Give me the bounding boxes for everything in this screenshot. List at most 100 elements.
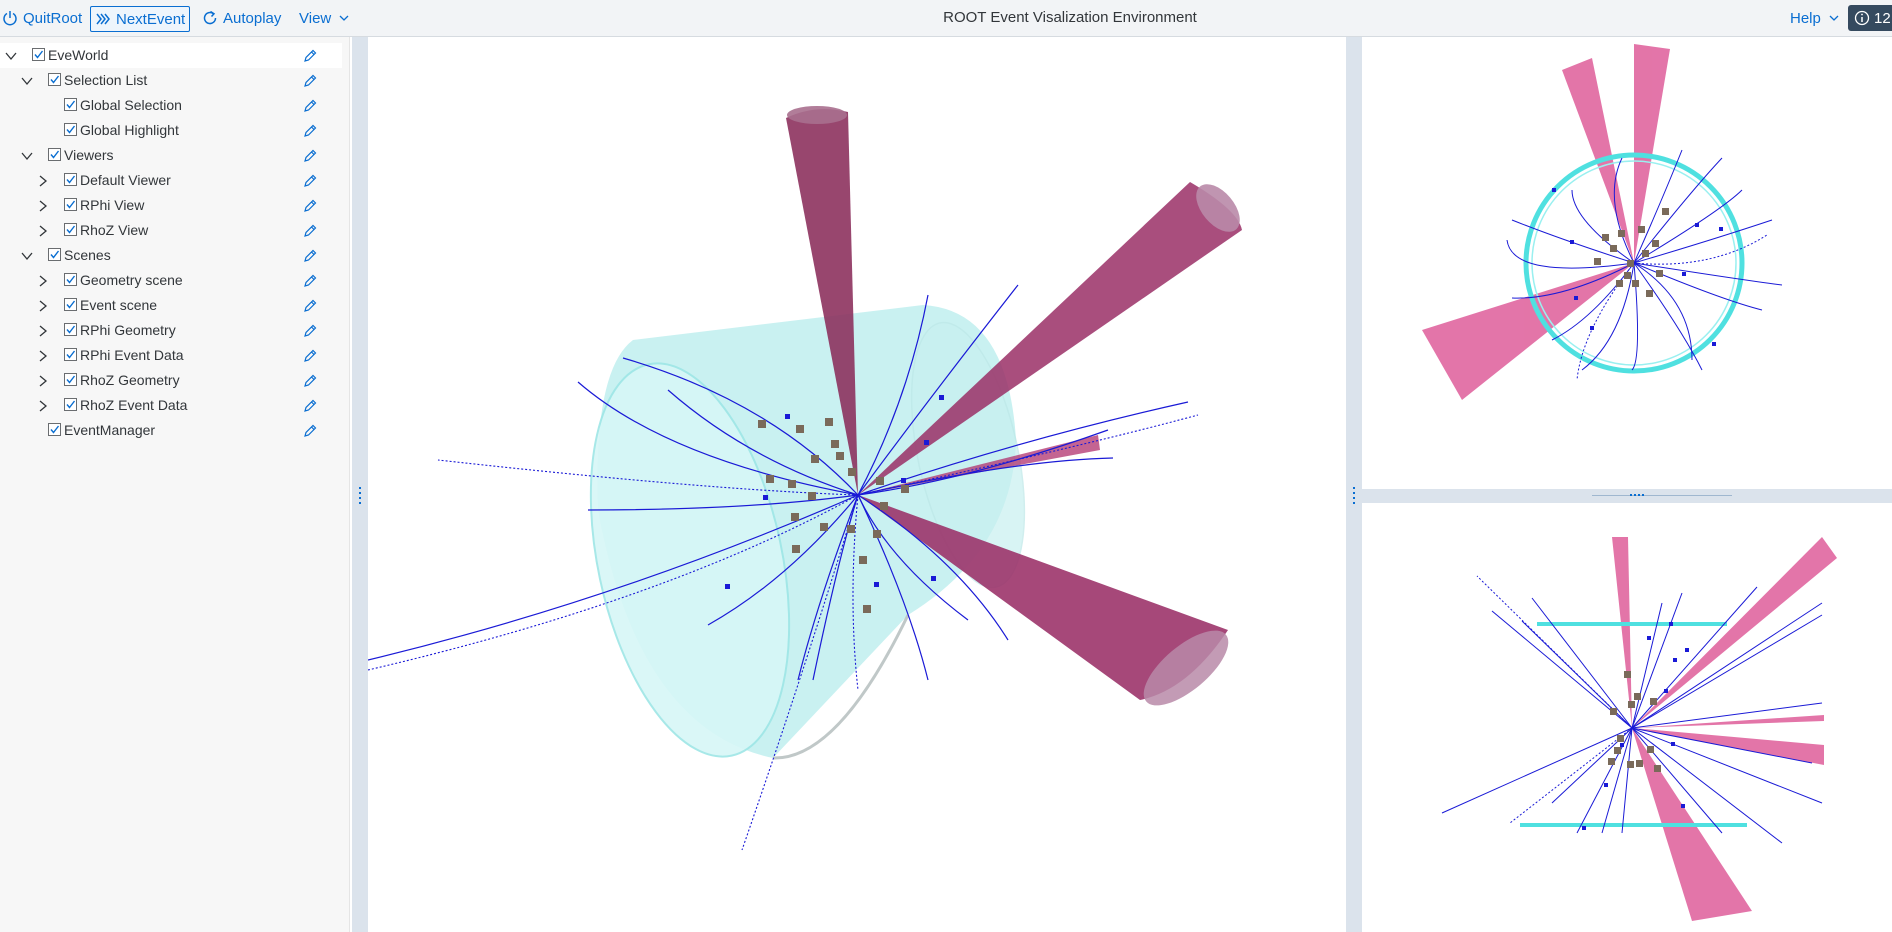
tree-item-rhoz-event-data[interactable]: RhoZ Event Data <box>0 393 342 418</box>
chevron-down-icon[interactable] <box>20 249 34 263</box>
check-icon <box>34 50 44 59</box>
chevron-right-icon[interactable] <box>36 399 50 413</box>
visibility-checkbox[interactable] <box>64 123 77 136</box>
pencil-icon[interactable] <box>302 73 318 89</box>
default-viewer-3d[interactable] <box>368 40 1346 932</box>
chevron-down-icon[interactable] <box>20 74 34 88</box>
tree-item-label: Selection List <box>64 72 148 88</box>
visibility-checkbox[interactable] <box>64 173 77 186</box>
pencil-icon[interactable] <box>302 273 318 289</box>
visibility-checkbox[interactable] <box>64 323 77 336</box>
tree-item-label: Scenes <box>64 247 111 263</box>
rphi-barrel <box>1523 152 1745 374</box>
tree-item-geometry-scene[interactable]: Geometry scene <box>0 268 342 293</box>
pencil-icon[interactable] <box>302 198 318 214</box>
scene-tree: EveWorld Selection List Global Selection Gl… <box>0 37 350 932</box>
visibility-checkbox[interactable] <box>48 248 61 261</box>
visibility-checkbox[interactable] <box>64 98 77 111</box>
visibility-checkbox[interactable] <box>48 423 61 436</box>
tree-item-selection-list[interactable]: Selection List <box>0 68 342 93</box>
tree-item-rhoz-view[interactable]: RhoZ View <box>0 218 342 243</box>
visibility-checkbox[interactable] <box>64 198 77 211</box>
tree-item-scenes[interactable]: Scenes <box>0 243 342 268</box>
pencil-icon[interactable] <box>302 298 318 314</box>
rphi-viewer[interactable] <box>1362 40 1892 489</box>
pencil-icon[interactable] <box>302 348 318 364</box>
visibility-checkbox[interactable] <box>64 398 77 411</box>
visibility-checkbox[interactable] <box>48 73 61 86</box>
chevron-right-icon[interactable] <box>36 299 50 313</box>
tree-item-rphi-view[interactable]: RPhi View <box>0 193 342 218</box>
tree-item-event-scene[interactable]: Event scene <box>0 293 342 318</box>
jet-cap <box>1143 630 1229 706</box>
tree-item-eveworld[interactable]: EveWorld <box>0 43 342 68</box>
tree-item-label: EveWorld <box>48 47 109 63</box>
pencil-icon[interactable] <box>302 173 318 189</box>
tree-item-global-highlight[interactable]: Global Highlight <box>0 118 342 143</box>
tree-item-label: Event scene <box>80 297 158 313</box>
help-menu[interactable]: Help <box>1790 6 1839 30</box>
rhoz-tracks <box>1441 586 1823 844</box>
check-icon <box>66 175 76 184</box>
chevron-down-icon <box>1829 15 1839 21</box>
pencil-icon[interactable] <box>302 248 318 264</box>
tree-item-viewers[interactable]: Viewers <box>0 143 342 168</box>
pencil-icon[interactable] <box>302 398 318 414</box>
chevron-right-icon[interactable] <box>36 374 50 388</box>
check-icon <box>66 400 76 409</box>
tree-item-rphi-event-data[interactable]: RPhi Event Data <box>0 343 342 368</box>
check-icon <box>50 150 60 159</box>
tree-item-label: Global Selection <box>80 97 182 113</box>
view-menu[interactable]: View <box>299 6 349 30</box>
tree-item-rphi-geometry[interactable]: RPhi Geometry <box>0 318 342 343</box>
dashed-tracks <box>368 414 1199 851</box>
tree-item-eventmanager[interactable]: EventManager <box>0 418 342 443</box>
chevron-right-icon[interactable] <box>36 274 50 288</box>
viewer-splitter[interactable] <box>1362 489 1892 503</box>
chevron-right-icon[interactable] <box>36 349 50 363</box>
tree-item-global-selection[interactable]: Global Selection <box>0 93 342 118</box>
check-icon <box>50 425 60 434</box>
visibility-checkbox[interactable] <box>48 148 61 161</box>
pencil-icon[interactable] <box>302 123 318 139</box>
visibility-checkbox[interactable] <box>64 373 77 386</box>
chevron-right-icon[interactable] <box>36 224 50 238</box>
rphi-vertices <box>1552 188 1723 346</box>
visibility-checkbox[interactable] <box>64 273 77 286</box>
pencil-icon[interactable] <box>302 373 318 389</box>
next-event-button[interactable]: NextEvent <box>90 6 191 32</box>
tree-item-default-viewer[interactable]: Default Viewer <box>0 168 342 193</box>
pencil-icon[interactable] <box>302 148 318 164</box>
chevron-right-icon[interactable] <box>36 199 50 213</box>
jet-cone <box>786 109 858 495</box>
tree-item-rhoz-geometry[interactable]: RhoZ Geometry <box>0 368 342 393</box>
quit-label: QuitRoot <box>23 9 83 27</box>
pencil-icon[interactable] <box>302 98 318 114</box>
chevron-right-icon[interactable] <box>36 174 50 188</box>
visibility-checkbox[interactable] <box>64 348 77 361</box>
tree-item-label: Geometry scene <box>80 272 183 288</box>
rhoz-viewer[interactable] <box>1362 503 1892 932</box>
pencil-icon[interactable] <box>302 423 318 439</box>
autoplay-button[interactable]: Autoplay <box>202 6 281 30</box>
check-icon <box>66 350 76 359</box>
visibility-checkbox[interactable] <box>32 48 45 61</box>
power-icon <box>3 11 17 26</box>
right-splitter[interactable] <box>1346 37 1362 932</box>
info-icon <box>1854 10 1870 26</box>
autoplay-label: Autoplay <box>223 9 282 27</box>
pencil-icon[interactable] <box>302 223 318 239</box>
info-badge[interactable]: 12 <box>1848 5 1892 31</box>
pencil-icon[interactable] <box>302 48 318 64</box>
chevron-down-icon[interactable] <box>20 149 34 163</box>
jet-cone <box>858 495 1228 700</box>
rhoz-vertices <box>1582 622 1689 830</box>
visibility-checkbox[interactable] <box>64 298 77 311</box>
chevron-right-icon[interactable] <box>36 324 50 338</box>
visibility-checkbox[interactable] <box>64 223 77 236</box>
chevron-down-icon[interactable] <box>4 49 18 63</box>
left-splitter[interactable] <box>352 37 368 932</box>
jet-cone <box>858 435 1100 495</box>
quit-button[interactable]: QuitRoot <box>2 6 82 30</box>
pencil-icon[interactable] <box>302 323 318 339</box>
